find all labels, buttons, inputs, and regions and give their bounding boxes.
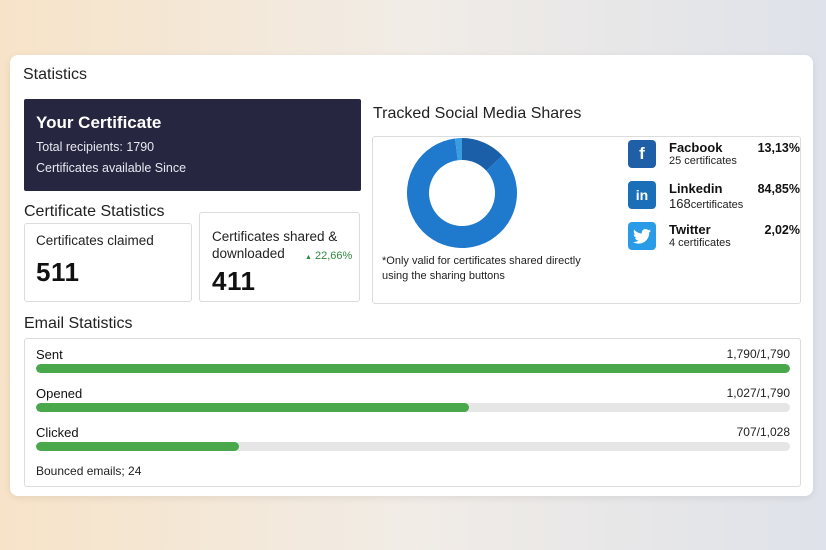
donut-slice-facebook bbox=[462, 138, 503, 171]
email-label: Sent bbox=[36, 347, 63, 362]
claimed-card: Certificates claimed 511 bbox=[24, 223, 192, 302]
shared-trend: ▲ 22,66% bbox=[305, 250, 352, 262]
email-value: 1,790/1,790 bbox=[726, 347, 790, 361]
social-sub: 25 certificates bbox=[669, 155, 737, 167]
claimed-label: Certificates claimed bbox=[36, 233, 154, 248]
donut-slice-twitter bbox=[455, 138, 462, 161]
linkedin-icon: in bbox=[628, 181, 656, 209]
social-pct: 2,02% bbox=[764, 223, 800, 237]
social-title: Tracked Social Media Shares bbox=[373, 105, 582, 122]
social-pct: 84,85% bbox=[757, 182, 800, 196]
progress-bar bbox=[36, 442, 790, 451]
shared-value: 411 bbox=[212, 266, 256, 296]
email-label: Opened bbox=[36, 386, 83, 401]
social-row-linkedin[interactable]: in Linkedin 168certificates 84,85% bbox=[628, 181, 800, 213]
social-sub-num: 168 bbox=[669, 196, 691, 211]
social-sub: 4 certificates bbox=[669, 237, 731, 249]
progress-fill bbox=[36, 403, 469, 412]
total-recipients: Total recipients: 1790 bbox=[36, 140, 155, 154]
email-label: Clicked bbox=[36, 425, 79, 440]
twitter-icon bbox=[628, 222, 656, 250]
email-statistics-title: Email Statistics bbox=[24, 315, 133, 332]
email-value: 1,027/1,790 bbox=[726, 386, 790, 400]
shared-card: Certificates shared & downloaded ▲ 22,66… bbox=[199, 212, 360, 302]
facebook-icon: f bbox=[628, 140, 656, 168]
social-row-facebook[interactable]: f Facbook 25 certificates 13,13% bbox=[628, 140, 800, 172]
social-name: Linkedin bbox=[669, 181, 723, 196]
trend-up-icon: ▲ bbox=[305, 254, 312, 261]
social-sub-text: certificates bbox=[690, 199, 744, 211]
social-card: *Only valid for certificates shared dire… bbox=[372, 136, 801, 304]
progress-bar bbox=[36, 364, 790, 373]
your-certificate-box: Your Certificate Total recipients: 1790 … bbox=[24, 99, 361, 191]
social-name: Twitter bbox=[669, 222, 711, 237]
social-sub: 168certificates bbox=[669, 196, 743, 211]
available-since: Certificates available Since bbox=[36, 161, 187, 175]
donut-slice-linkedin bbox=[407, 138, 517, 248]
bounced-emails: Bounced emails; 24 bbox=[36, 464, 142, 478]
social-note: *Only valid for certificates shared dire… bbox=[382, 255, 581, 282]
claimed-value: 511 bbox=[36, 257, 80, 287]
page-title: Statistics bbox=[23, 66, 88, 83]
email-value: 707/1,028 bbox=[736, 425, 790, 439]
progress-bar bbox=[36, 403, 790, 412]
shared-trend-value: 22,66% bbox=[315, 250, 353, 262]
shared-label-line2: downloaded bbox=[212, 246, 285, 261]
statistics-panel: Statistics Your Certificate Total recipi… bbox=[10, 55, 813, 496]
social-row-twitter[interactable]: Twitter 4 certificates 2,02% bbox=[628, 222, 800, 254]
social-donut-chart bbox=[407, 138, 517, 248]
certificate-heading: Your Certificate bbox=[36, 113, 162, 132]
shared-label-line1: Certificates shared & bbox=[212, 229, 338, 244]
progress-fill bbox=[36, 364, 790, 373]
progress-fill bbox=[36, 442, 239, 451]
certificate-statistics-title: Certificate Statistics bbox=[24, 203, 165, 220]
social-pct: 13,13% bbox=[757, 141, 800, 155]
email-card: Sent 1,790/1,790 Opened 1,027/1,790 Clic… bbox=[24, 338, 801, 487]
social-name: Facbook bbox=[669, 140, 723, 155]
